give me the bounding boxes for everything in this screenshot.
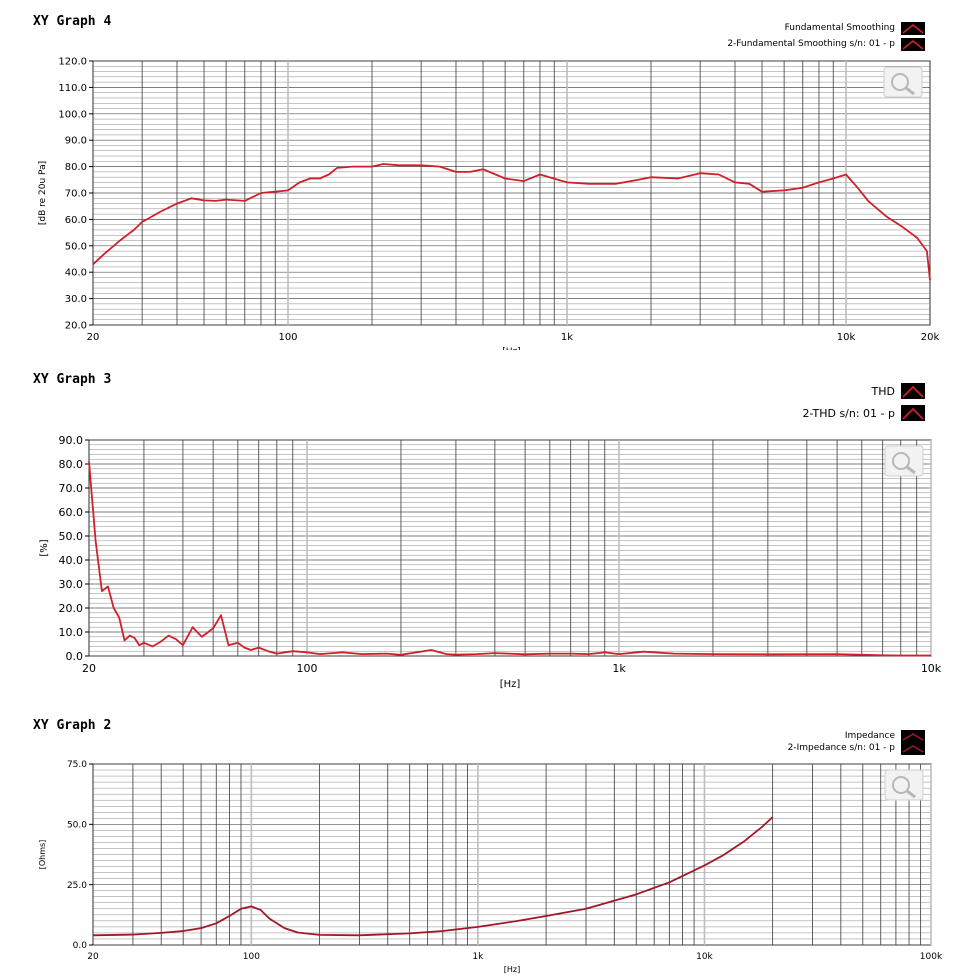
zoom-tool-icon[interactable] (883, 66, 923, 98)
y-tick-label: 50.0 (67, 820, 87, 830)
y-axis-label: [Ohms] (38, 840, 47, 870)
magnifier-handle-icon (906, 789, 916, 799)
graph-2-legend-item-2[interactable]: 2-Impedance s/n: 01 - p (788, 741, 925, 755)
magnifier-handle-icon (906, 465, 916, 475)
legend-swatch-icon (901, 405, 925, 421)
y-tick-label: 0.0 (66, 650, 84, 663)
y-axis-label: [%] (39, 539, 50, 556)
y-tick-label: 40.0 (65, 268, 87, 279)
legend-swatch-icon (901, 729, 925, 743)
graph-4-chart[interactable]: 20.0 30.0 40.0 50.0 60.0 70.0 80.0 90.0 100.0 110… (0, 0, 977, 351)
x-tick-label: 100k (920, 952, 943, 962)
legend-swatch-icon (901, 21, 925, 35)
x-axis-label: [Hz] (500, 679, 521, 690)
x-tick-label: 20 (87, 332, 100, 343)
x-tick-label: 1k (561, 332, 573, 343)
x-tick-label: 20 (82, 662, 96, 675)
graph-2-panel: XY Graph 2 Impedance 2-Impedance s/n: 01… (0, 700, 977, 977)
series-line[interactable] (88, 461, 931, 657)
graph-3-chart[interactable]: 0.0 10.0 20.0 30.0 40.0 50.0 60.0 70.0 80.0 90.0 2… (0, 350, 977, 700)
y-tick-label: 20.0 (65, 321, 87, 332)
y-tick-label: 110.0 (58, 83, 87, 94)
graph-3-panel: XY Graph 3 THD 2-THD s/n: 01 - p 0.0 10.0… (0, 350, 977, 700)
y-tick-label: 25.0 (67, 881, 87, 891)
graph-2-legend-label-2: 2-Impedance s/n: 01 - p (787, 743, 895, 753)
x-tick-label: 100 (297, 662, 318, 675)
y-tick-label: 120.0 (58, 57, 87, 68)
graph-4-legend-item-1[interactable]: Fundamental Smoothing (785, 21, 925, 35)
graph-2-legend-label-1: Impedance (844, 731, 895, 741)
x-tick-label: 10k (921, 662, 942, 675)
magnifier-icon (892, 452, 910, 470)
y-axis-label: [dB re 20u Pa] (38, 161, 48, 225)
y-tick-label: 50.0 (59, 530, 84, 543)
x-axis-label: [Hz] (502, 347, 521, 350)
y-tick-label: 100.0 (58, 109, 87, 120)
y-tick-label: 90.0 (59, 434, 84, 447)
x-tick-label: 1k (472, 952, 484, 962)
magnifier-icon (891, 73, 909, 91)
y-tick-label: 80.0 (65, 162, 87, 173)
x-tick-label: 100 (243, 952, 260, 962)
y-tick-label: 70.0 (65, 189, 87, 200)
graph-2-title: XY Graph 2 (33, 718, 112, 733)
magnifier-handle-icon (905, 86, 915, 96)
y-tick-label: 30.0 (65, 294, 87, 305)
y-tick-label: 80.0 (59, 458, 84, 471)
series-line[interactable] (92, 816, 774, 937)
graph-4-legend-label-2: 2-Fundamental Smoothing s/n: 01 - p (727, 39, 895, 49)
y-tick-label: 60.0 (59, 506, 84, 519)
magnifier-icon (892, 776, 910, 794)
y-tick-label: 75.0 (67, 760, 87, 770)
x-tick-label: 20k (921, 332, 940, 343)
legend-swatch-icon (901, 37, 925, 51)
graph-3-legend-item-2[interactable]: 2-THD s/n: 01 - p (802, 405, 925, 421)
y-tick-label: 0.0 (73, 941, 88, 951)
series-line[interactable] (92, 163, 931, 281)
zoom-tool-icon[interactable] (884, 769, 924, 801)
graph-4-legend-item-2[interactable]: 2-Fundamental Smoothing s/n: 01 - p (727, 37, 925, 51)
x-tick-label: 20 (87, 952, 99, 962)
graph-4-title: XY Graph 4 (33, 14, 112, 29)
graph-2-chart[interactable]: 0.0 25.0 50.0 75.0 20 100 1k 10k 100k [Hz] [Ohms] (0, 700, 977, 977)
graph-3-title: XY Graph 3 (33, 372, 112, 387)
x-tick-label: 10k (696, 952, 713, 962)
y-tick-label: 20.0 (59, 602, 84, 615)
x-tick-label: 1k (612, 662, 626, 675)
x-axis-label: [Hz] (504, 965, 520, 974)
y-tick-label: 40.0 (59, 554, 84, 567)
y-tick-label: 70.0 (59, 482, 84, 495)
graph-3-legend-label-2: 2-THD s/n: 01 - p (802, 406, 895, 420)
graph-3-legend-item-1[interactable]: THD (871, 383, 925, 399)
y-tick-label: 90.0 (65, 136, 87, 147)
y-tick-label: 60.0 (65, 215, 87, 226)
x-tick-label: 10k (837, 332, 856, 343)
graph-3-legend-label-1: THD (871, 384, 895, 398)
graph-4-panel: XY Graph 4 Fundamental Smoothing 2-Funda… (0, 0, 977, 350)
y-tick-label: 50.0 (65, 241, 87, 252)
y-tick-label: 10.0 (59, 626, 84, 639)
graph-2-legend-item-1[interactable]: Impedance (845, 729, 925, 743)
zoom-tool-icon[interactable] (884, 445, 924, 477)
x-tick-label: 100 (278, 332, 297, 343)
graph-4-legend-label-1: Fundamental Smoothing (784, 23, 895, 33)
legend-swatch-icon (901, 383, 925, 399)
legend-swatch-icon (901, 741, 925, 755)
y-tick-label: 30.0 (59, 578, 84, 591)
